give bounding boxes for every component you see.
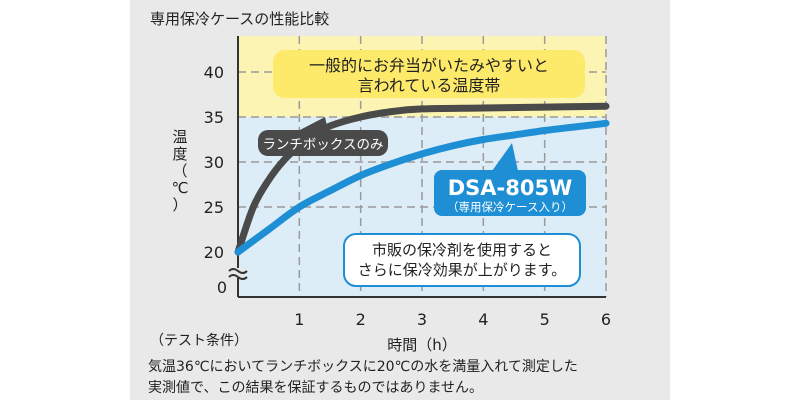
series-1-label: DSA-805W <box>448 176 573 200</box>
annotation-box <box>343 233 581 287</box>
series-0-label: ランチボックスのみ <box>262 137 383 153</box>
annotation-line-1: 市販の保冷剤を使用すると <box>372 241 552 259</box>
x-axis-title: 時間（h） <box>387 336 457 354</box>
y-axis-title: 温度（℃） <box>172 128 189 214</box>
axis-break-mark-bottom <box>228 274 248 280</box>
series-0-callout-pointer <box>298 117 328 131</box>
y-tick-label-25: 25 <box>204 198 224 217</box>
test-conditions-heading: （テスト条件） <box>150 333 248 349</box>
axis-break-gap <box>230 268 246 278</box>
danger-zone-label-line-1: 一般的にお弁当がいたみやすいと <box>309 56 549 75</box>
series-line-1 <box>234 119 610 256</box>
x-tick-label-5: 5 <box>540 310 550 329</box>
test-conditions-line-2: 実測値で、この結果を保証するものではありません。 <box>148 380 484 396</box>
x-tick-label-4: 4 <box>478 310 488 329</box>
danger-zone-label-line-2: 言われている温度帯 <box>358 76 501 95</box>
y-tick-label-20: 20 <box>204 243 224 262</box>
test-conditions-line-1: 気温36℃においてランチボックスに20℃の水を満量入れて測定した <box>148 359 578 375</box>
series-1-callout-pointer <box>492 143 518 171</box>
x-tick-label-3: 3 <box>417 310 427 329</box>
x-tick-label-1: 1 <box>294 310 304 329</box>
y-tick-label-40: 40 <box>204 63 224 82</box>
series-0-callout-box <box>258 130 388 156</box>
y-tick-label-35: 35 <box>204 108 224 127</box>
chart-title: 専用保冷ケースの性能比較 <box>150 10 330 28</box>
danger-zone-label-box <box>273 50 585 98</box>
origin-tick-label: 0 <box>217 278 227 297</box>
axis-break-mark-top <box>228 268 248 274</box>
y-tick-label-30: 30 <box>204 153 224 172</box>
annotation-line-2: さらに保冷効果が上がります。 <box>358 261 567 279</box>
x-tick-label-2: 2 <box>356 310 366 329</box>
series-1-callout-box <box>434 170 586 216</box>
x-tick-label-6: 6 <box>601 310 611 329</box>
series-line-0 <box>234 102 610 256</box>
series-1-sub-label: （専用保冷ケース入り） <box>447 200 573 214</box>
